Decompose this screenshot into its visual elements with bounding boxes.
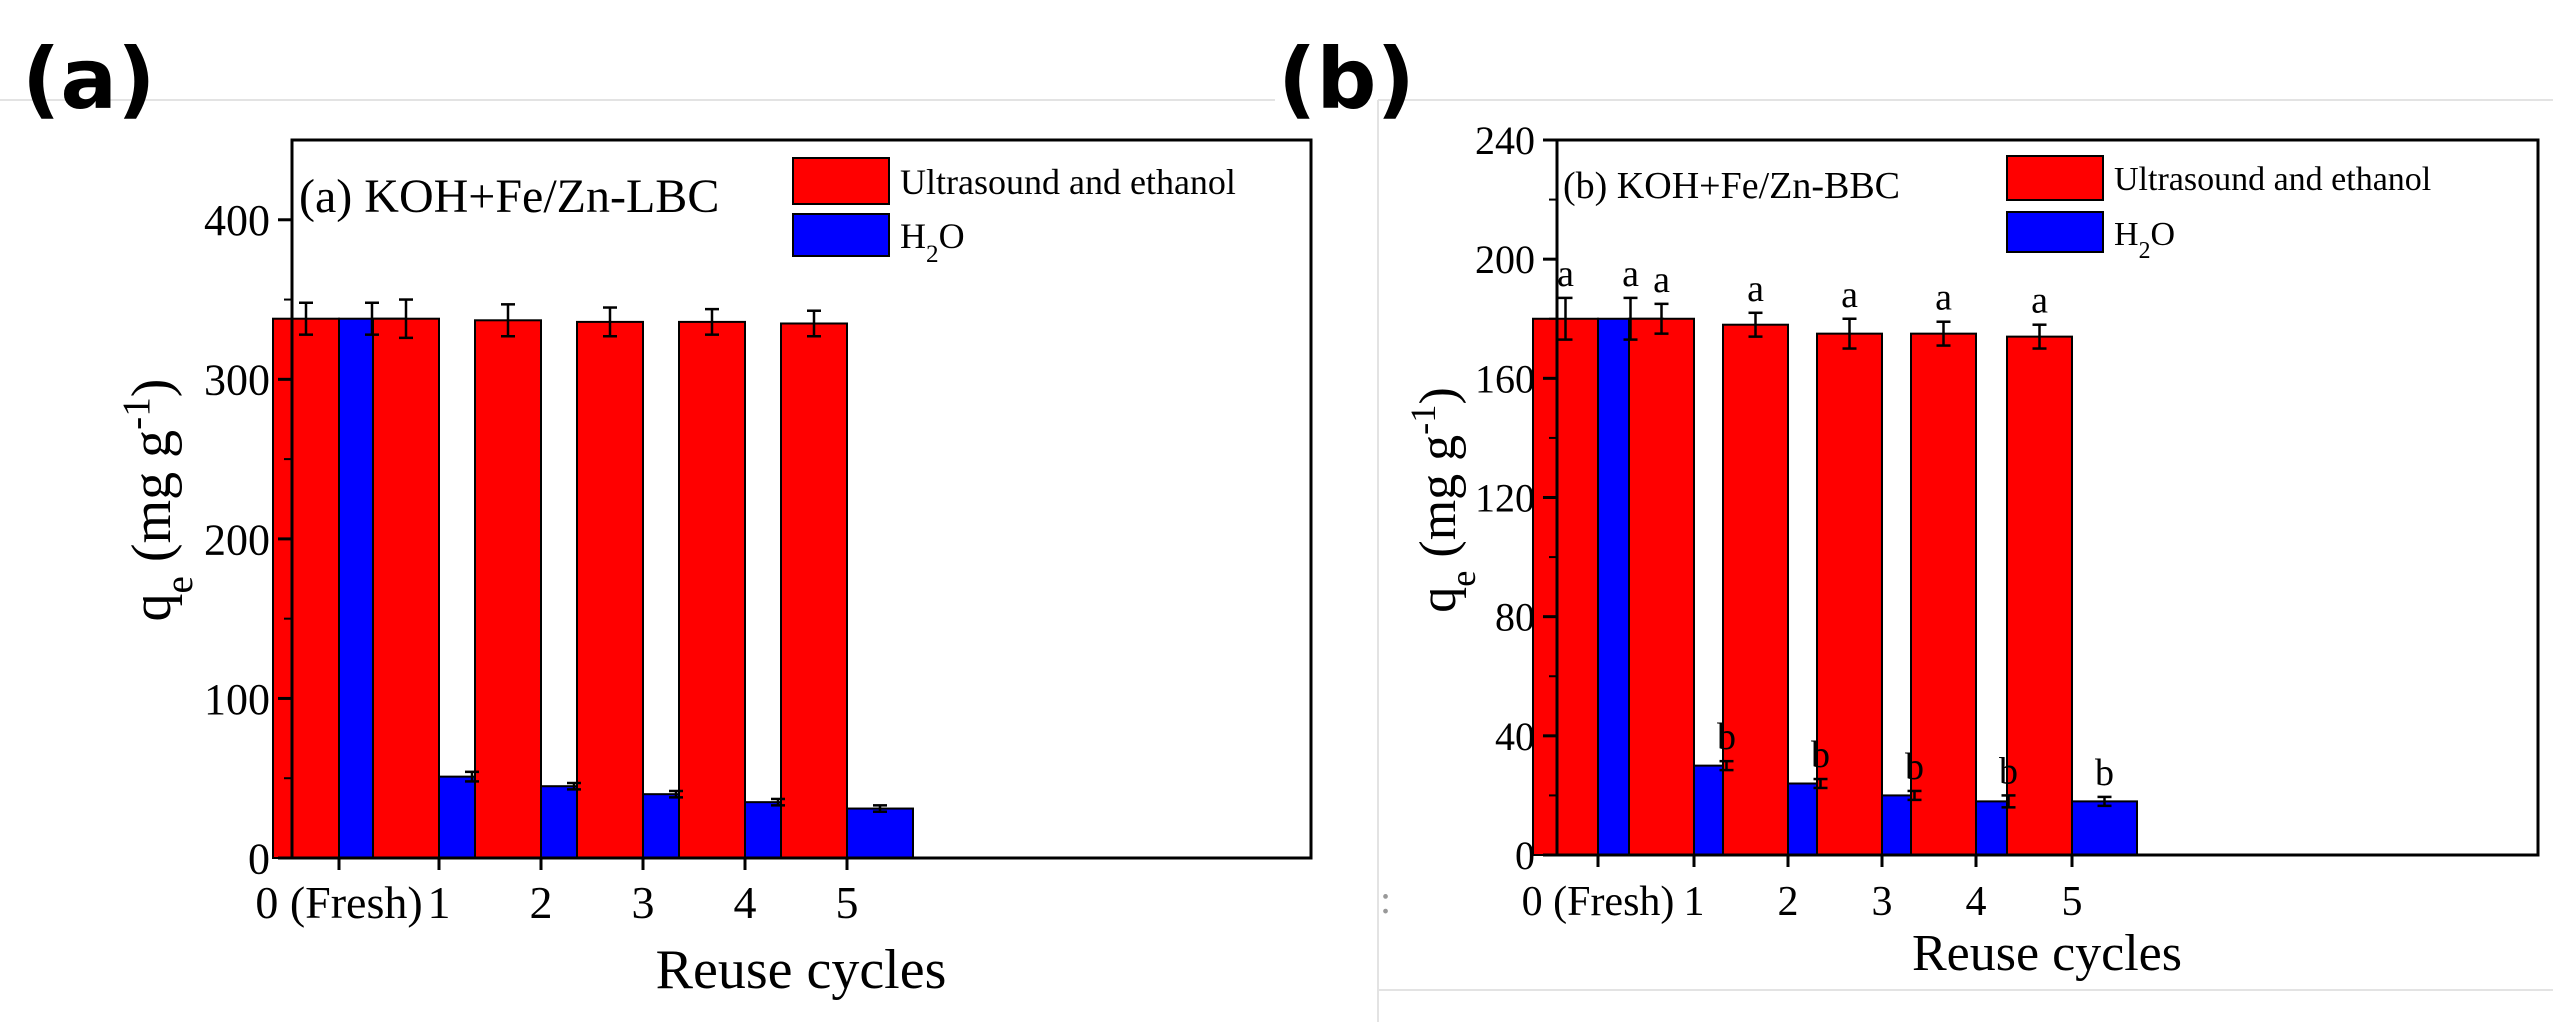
chart-a-x-tick-label-0: 0 (Fresh): [255, 877, 422, 928]
chart-a-x-tick-label-2: 2: [530, 877, 553, 928]
chart-a-x-tick-label-3: 3: [632, 877, 655, 928]
chart-a-legend-label-ultrasound: Ultrasound and ethanol: [900, 162, 1236, 202]
chart-b-y-tick-label-0: 0: [1515, 833, 1535, 878]
chart-a-bar-ultrasound-1: [372, 317, 440, 859]
chart-b-error-bars: [1558, 296, 2112, 809]
chart-b-sig-letter-ultrasound-0: a: [1557, 253, 1574, 295]
chart-b-y-axis: 0 40 80 120 160 200 240: [1475, 118, 1557, 878]
chart-a-bar-ultrasound-5: [780, 322, 848, 859]
chart-a-y-tick-label-3: 300: [204, 356, 270, 405]
chart-b-x-tick-label-4: 4: [1966, 879, 1987, 925]
chart-b-y-axis-title: qe (mg g-1): [1403, 387, 1483, 613]
chart-b-y-tick-label-4: 160: [1475, 356, 1535, 401]
chart-a-y-tick-label-0: 0: [248, 834, 270, 883]
chart-b-x-tick-label-0: 0 (Fresh): [1522, 879, 1675, 925]
chart-b-sig-letter-water-2: b: [1811, 734, 1830, 776]
chart-b-x-axis-title: Reuse cycles: [1912, 925, 2182, 982]
chart-b-title: (b) KOH+Fe/Zn-BBC: [1563, 165, 1900, 207]
panel-label-a: (a): [22, 30, 155, 128]
chart-b-y-tick-label-5: 200: [1475, 237, 1535, 282]
chart-b-x-tick-label-3: 3: [1872, 879, 1893, 925]
chart-b-bar-ultrasound-5: [2006, 335, 2073, 856]
chart-b-x-tick-label-5: 5: [2062, 879, 2083, 925]
chart-b-x-tick-label-2: 2: [1778, 879, 1799, 925]
chart-a-x-tick-label-1: 1: [428, 877, 451, 928]
panel-label-b: (b): [1278, 30, 1415, 128]
chart-b-bar-ultrasound-0: [1532, 317, 1599, 856]
chart-b-x-tick-label-1: 1: [1684, 879, 1705, 925]
chart-a-bar-ultrasound-0: [272, 317, 340, 859]
chart-a-x-axis: 0 (Fresh) 1 2 3 4 5: [255, 858, 859, 928]
chart-b-bar-water-5: [2071, 800, 2138, 856]
chart-a-legend-label-water: H2O: [900, 216, 965, 268]
chart-a-plot-frame: [290, 138, 1313, 860]
chart-a-error-bars: [299, 298, 887, 813]
chart-a-y-tick-label-4: 400: [204, 196, 270, 245]
chart-b-sig-letter-ultrasound-3: a: [1841, 274, 1858, 316]
chart-b-sig-letter-ultrasound-2: a: [1747, 268, 1764, 310]
chart-b-bar-ultrasound-1: [1628, 317, 1695, 856]
chart-a-bar-ultrasound-2: [474, 319, 542, 859]
chart-b-sig-letter-water-3: b: [1905, 746, 1924, 788]
chart-a-bar-water-5: [846, 807, 914, 860]
chart-a-y-axis-title: qe (mg g-1): [115, 379, 201, 622]
chart-a-legend-swatch-ultrasound: [792, 157, 890, 205]
chart-a: 0 100 200 300 400 0 (Fresh) 1 2 3 4 5 (a) KOH+Fe/…: [115, 138, 1313, 1001]
chart-b-y-tick-label-3: 120: [1475, 476, 1535, 521]
chart-a-x-tick-label-4: 4: [734, 877, 757, 928]
chart-a-bars: [272, 317, 914, 860]
chart-b-legend-swatch-ultrasound: [2006, 155, 2104, 201]
chart-a-y-tick-label-1: 100: [204, 675, 270, 724]
chart-a-y-axis: 0 100 200 300 400: [204, 196, 292, 883]
chart-a-y-tick-label-2: 200: [204, 515, 270, 564]
chart-b-sig-letter-ultrasound-4: a: [1935, 277, 1952, 319]
chart-b-x-axis: 0 (Fresh) 1 2 3 4 5: [1522, 855, 2083, 925]
chart-b-bar-ultrasound-4: [1910, 332, 1977, 857]
chart-b-sig-letter-water-5: b: [2095, 752, 2114, 794]
chart-b-bar-ultrasound-3: [1816, 332, 1883, 857]
chart-b-legend-label-water: H2O: [2114, 216, 2175, 264]
chart-b-legend-swatch-water: [2006, 211, 2104, 253]
chart-b-sig-letter-water-0: a: [1622, 253, 1639, 295]
chart-b-sig-letter-water-1: b: [1717, 716, 1736, 758]
chart-b-y-tick-label-1: 40: [1495, 714, 1535, 759]
chart-b-legend: Ultrasound and ethanol H2O: [2006, 155, 2431, 264]
chart-b-sig-letter-water-4: b: [1999, 750, 2018, 792]
chart-b-y-tick-label-2: 80: [1495, 595, 1535, 640]
chart-a-bar-ultrasound-3: [576, 320, 644, 860]
chart-a-x-axis-title: Reuse cycles: [656, 939, 947, 1001]
chart-b-legend-label-ultrasound: Ultrasound and ethanol: [2114, 161, 2431, 198]
chart-a-x-tick-label-5: 5: [836, 877, 859, 928]
stray-mark: :: [1380, 877, 1391, 922]
chart-a-legend-swatch-water: [792, 213, 890, 257]
chart-b-sig-letter-ultrasound-1: a: [1653, 259, 1670, 301]
chart-b-bars: [1532, 317, 2138, 857]
chart-b-bar-ultrasound-2: [1722, 323, 1789, 857]
chart-a-bar-ultrasound-4: [678, 320, 746, 860]
chart-a-title: (a) KOH+Fe/Zn-LBC: [299, 170, 719, 223]
chart-b-sig-letter-ultrasound-5: a: [2031, 280, 2048, 322]
chart-b-y-tick-label-6: 240: [1475, 118, 1535, 163]
chart-a-legend: Ultrasound and ethanol H2O: [792, 157, 1236, 268]
